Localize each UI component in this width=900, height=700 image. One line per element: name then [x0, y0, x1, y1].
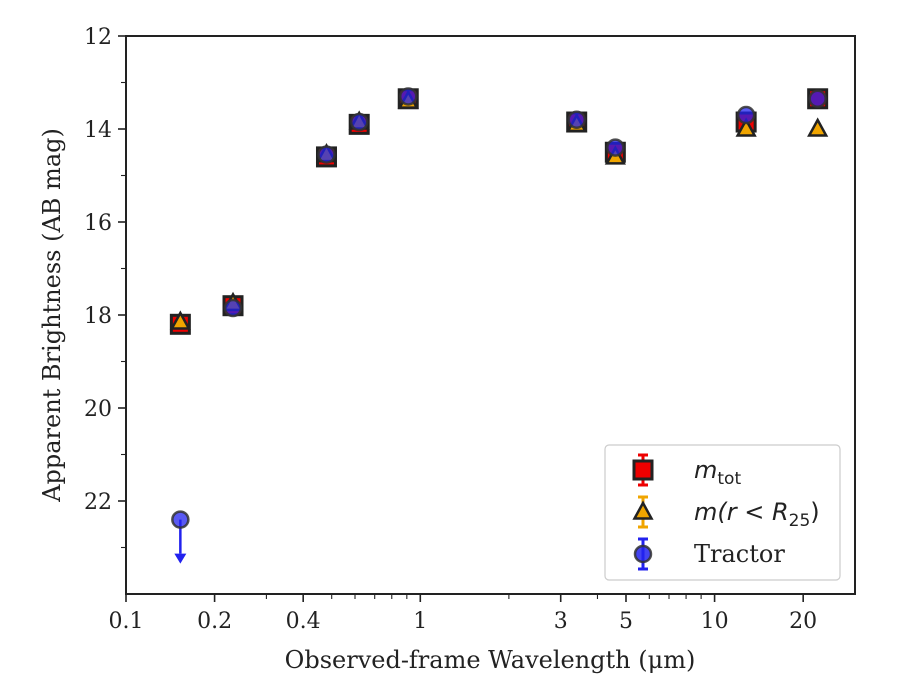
x-tick-label: 1 — [413, 609, 427, 634]
circle-point — [349, 112, 369, 132]
circle-point — [567, 110, 586, 129]
legend-entry: m(r < R25) — [632, 495, 820, 531]
legend-marker — [633, 544, 653, 564]
triangle-point — [807, 117, 829, 137]
x-tick-label: 5 — [619, 609, 633, 634]
legend-label: mtot — [694, 456, 741, 489]
x-tick-label: 20 — [789, 609, 817, 634]
legend-box — [604, 444, 841, 581]
circle-point — [398, 87, 418, 106]
upper-limit-arrow-head — [174, 553, 187, 564]
axis-ticks: 0.1 0.2 0.4 1 3 5 10 20 12 14 16 18 20 22 — [84, 25, 817, 634]
y-tick-label: 20 — [84, 397, 112, 422]
y-tick-label: 22 — [84, 490, 112, 515]
circle-point — [736, 105, 756, 125]
legend-marker — [632, 459, 654, 481]
circle-point — [606, 138, 625, 157]
legend: mtot m(r < R25) Tractor — [604, 444, 841, 581]
circle-point — [223, 298, 243, 318]
plot-frame — [125, 35, 856, 595]
legend-marker — [632, 500, 654, 520]
series-circle — [171, 87, 827, 564]
y-tick-label: 16 — [84, 211, 112, 236]
circle-point — [171, 510, 190, 529]
y-tick-label: 14 — [84, 118, 112, 143]
y-axis-label: Apparent Brightness (AB mag) — [38, 128, 66, 503]
x-tick-label: 3 — [554, 609, 568, 634]
circle-point — [317, 145, 336, 164]
series-triangle — [169, 89, 829, 330]
legend-label: m(r < R25) — [694, 498, 820, 531]
x-tick-label: 0.4 — [286, 609, 321, 634]
x-axis-label: Observed-frame Wavelength (μm) — [285, 646, 696, 674]
x-tick-label: 0.2 — [197, 609, 232, 634]
x-tick-label: 0.1 — [109, 609, 144, 634]
y-tick-label: 18 — [84, 304, 112, 329]
legend-label: Tractor — [694, 540, 785, 568]
legend-entry: mtot — [632, 453, 741, 489]
x-tick-label: 10 — [701, 609, 729, 634]
circle-point — [808, 89, 827, 109]
data-points — [169, 87, 829, 564]
legend-entry: Tractor — [633, 537, 785, 571]
series-square — [169, 88, 829, 335]
y-tick-label: 12 — [84, 25, 112, 50]
triangle-point — [735, 117, 757, 137]
triangle-point — [169, 310, 191, 330]
